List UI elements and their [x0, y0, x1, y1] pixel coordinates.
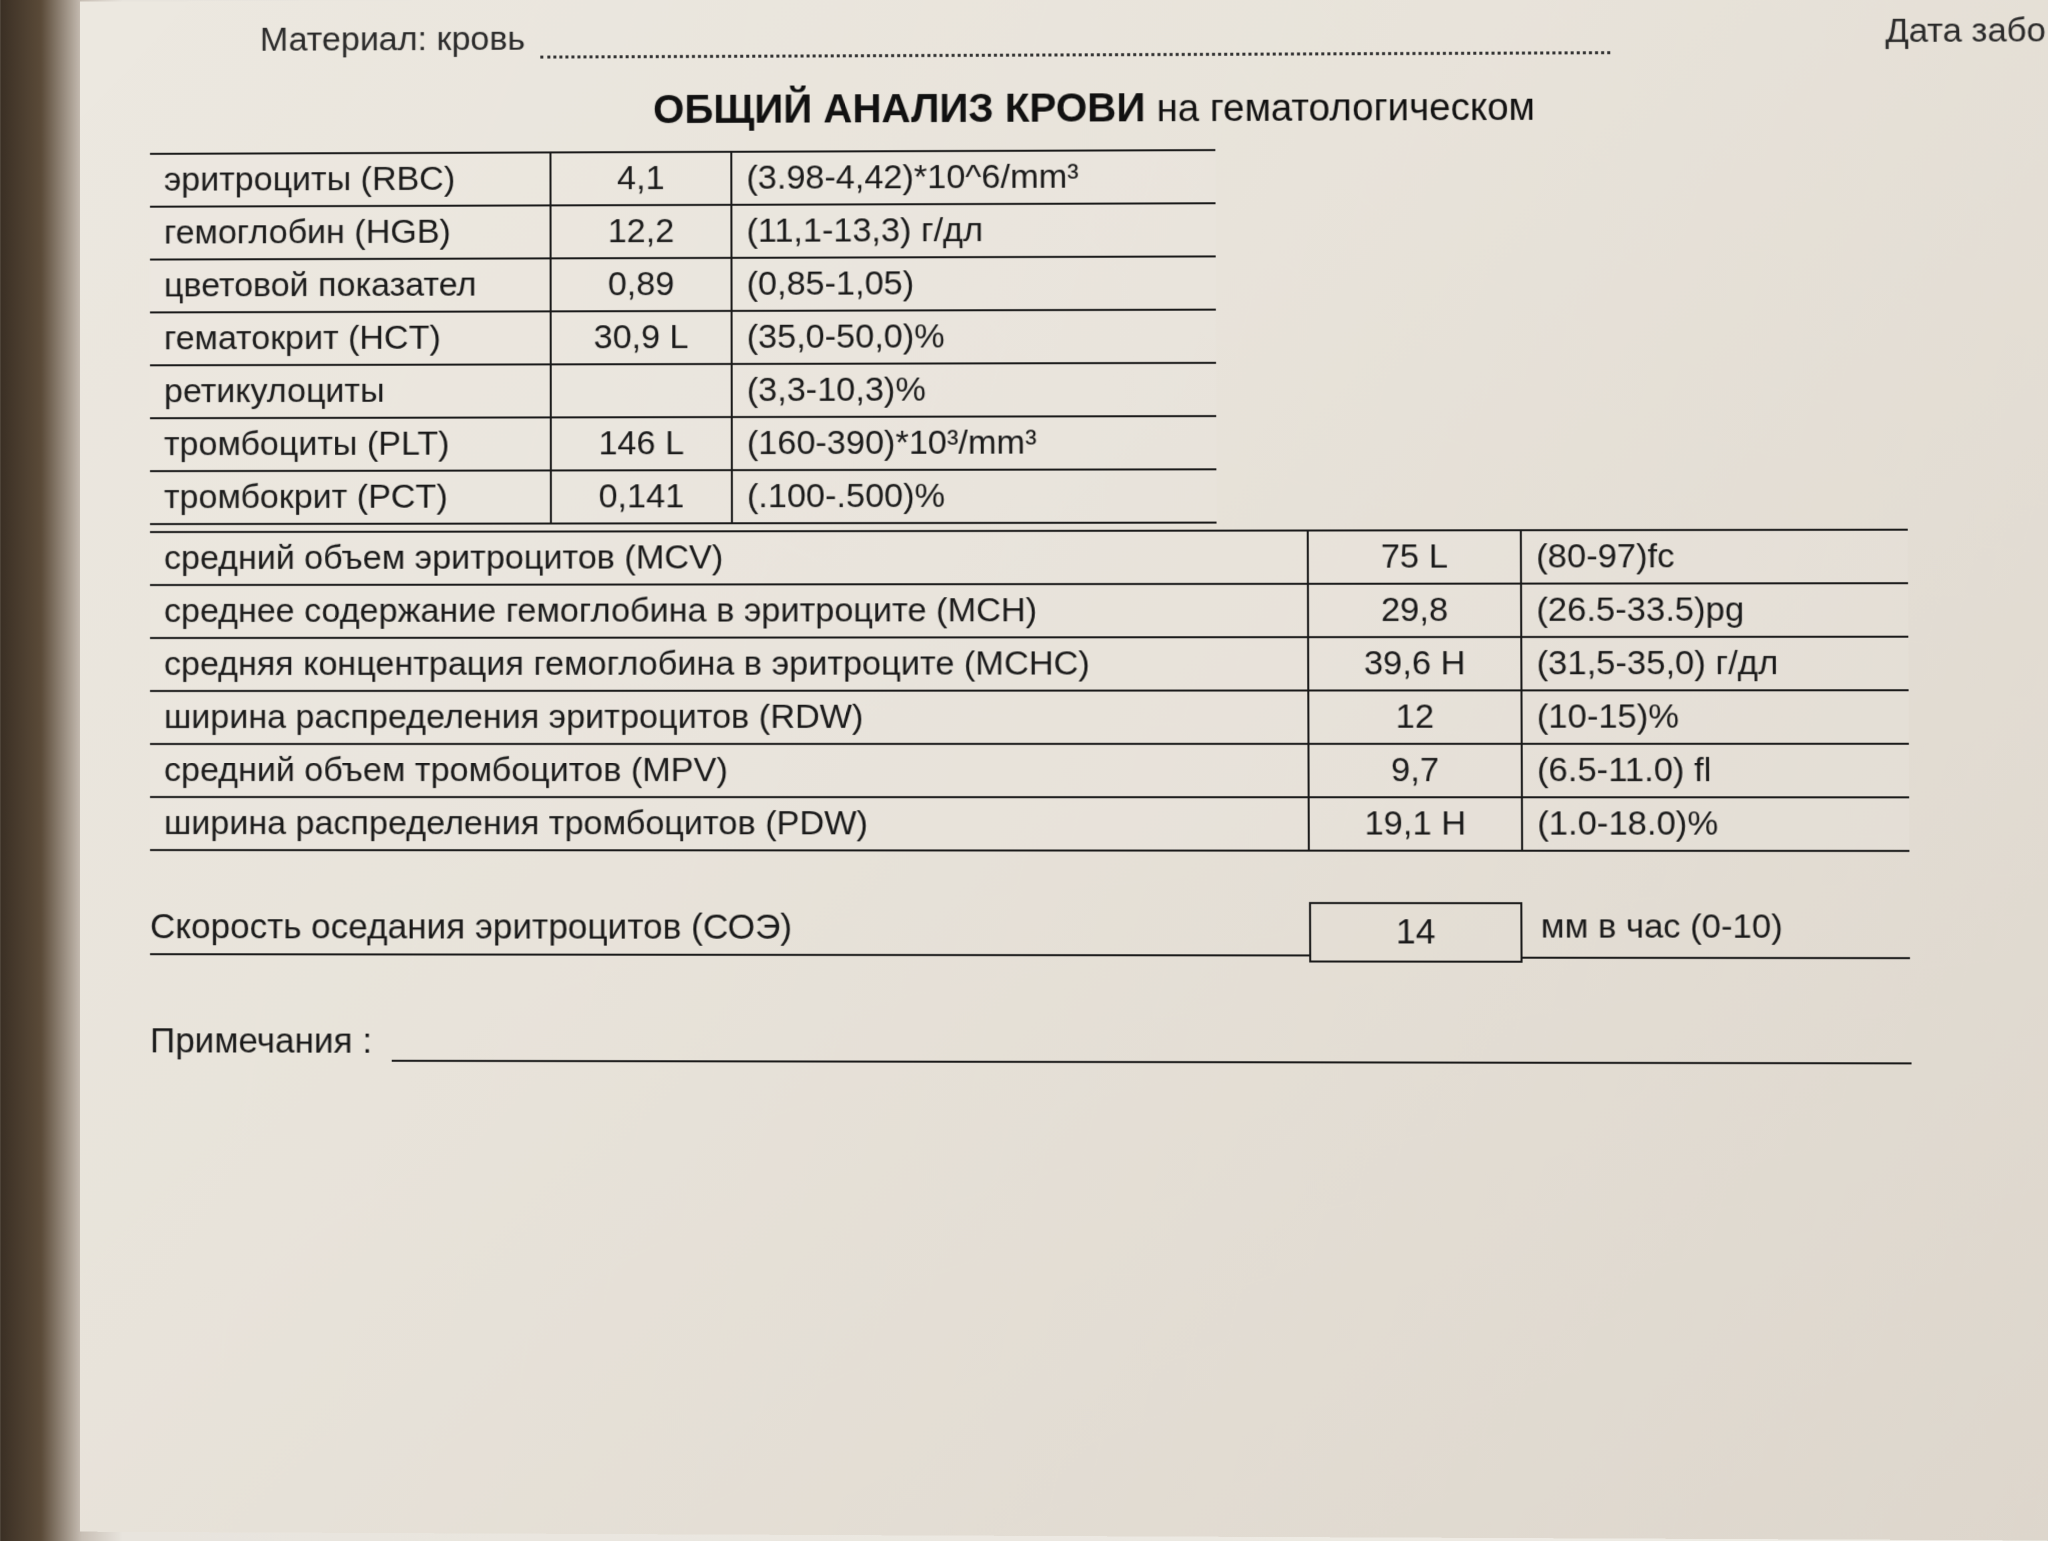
material-line: Материал: кровь	[260, 13, 2048, 60]
table-row: среднее содержание гемоглобина в эритроц…	[150, 583, 1908, 638]
param-name: ширина распределения тромбоцитов (PDW)	[150, 797, 1309, 851]
title-main: ОБЩИЙ АНАЛИЗ КРОВИ	[653, 86, 1145, 132]
param-name: гематокрит (HCT)	[150, 311, 551, 365]
param-ref: (1.0-18.0)%	[1522, 797, 1910, 851]
param-ref: (6.5-11.0) fl	[1522, 744, 1909, 798]
table-row: цветовой показател 0,89 (0,85-1,05)	[150, 256, 1216, 312]
param-name: средняя концентрация гемоглобина в эритр…	[150, 637, 1308, 691]
table-row: средняя концентрация гемоглобина в эритр…	[150, 637, 1909, 691]
esr-row: Скорость оседания эритроцитов (СОЭ) 14 м…	[150, 901, 2048, 963]
param-value: 29,8	[1308, 584, 1521, 638]
param-ref: (31,5-35,0) г/дл	[1521, 637, 1908, 691]
param-ref: (.100-.500)%	[732, 469, 1217, 523]
table-row: тромбоциты (PLT) 146 L (160-390)*10³/mm³	[150, 416, 1216, 471]
param-name: эритроциты (RBC)	[150, 152, 551, 206]
cbc-table-1: эритроциты (RBC) 4,1 (3.98-4,42)*10^6/mm…	[150, 149, 1217, 525]
material-value: кровь	[437, 20, 526, 58]
param-ref: (80-97)fc	[1521, 530, 1908, 584]
notes-label: Примечания :	[150, 1021, 372, 1060]
dotted-underline	[541, 26, 1611, 59]
title-sub: на гематологическом	[1157, 87, 1536, 131]
table-row: средний объем тромбоцитов (MPV) 9,7 (6.5…	[150, 744, 1909, 798]
table-row: ретикулоциты (3,3-10,3)%	[150, 363, 1216, 418]
param-ref: (3,3-10,3)%	[732, 363, 1217, 417]
param-value: 4,1	[550, 152, 731, 206]
param-name: средний объем эритроцитов (MCV)	[150, 531, 1308, 586]
notes-underline	[392, 1036, 1912, 1065]
table-row: тромбокрит (PCT) 0,141 (.100-.500)%	[150, 469, 1217, 524]
material-label: Материал:	[260, 20, 427, 59]
param-name: средний объем тромбоцитов (MPV)	[150, 744, 1309, 797]
param-value: 39,6 H	[1308, 637, 1521, 691]
cbc-table-2: средний объем эритроцитов (MCV) 75 L (80…	[150, 529, 1909, 852]
param-name: тромбоциты (PLT)	[150, 417, 551, 471]
param-name: цветовой показател	[150, 258, 551, 312]
param-name: среднее содержание гемоглобина в эритроц…	[150, 584, 1308, 638]
param-value: 12	[1308, 690, 1521, 743]
param-value: 0,89	[551, 258, 732, 312]
param-ref: (35,0-50,0)%	[732, 310, 1216, 364]
param-ref: (0,85-1,05)	[731, 256, 1215, 310]
param-value: 9,7	[1308, 744, 1521, 797]
param-value: 75 L	[1308, 530, 1521, 584]
esr-label: Скорость оседания эритроцитов (СОЭ)	[150, 907, 1309, 956]
notes-line: Примечания :	[150, 1021, 2048, 1064]
report-title: ОБЩИЙ АНАЛИЗ КРОВИ на гематологическом	[130, 83, 2048, 135]
table-row: гематокрит (HCT) 30,9 L (35,0-50,0)%	[150, 310, 1216, 366]
param-ref: (160-390)*10³/mm³	[732, 416, 1217, 470]
esr-ref: мм в час (0-10)	[1522, 907, 1910, 959]
param-name: тромбокрит (PCT)	[150, 470, 551, 524]
param-name: ретикулоциты	[150, 364, 551, 418]
param-ref: (26.5-33.5)pg	[1521, 583, 1908, 637]
param-value: 146 L	[551, 417, 732, 470]
table-row: ширина распределения тромбоцитов (PDW) 1…	[150, 797, 1909, 851]
param-ref: (10-15)%	[1521, 690, 1908, 744]
table-row: гемоглобин (HGB) 12,2 (11,1-13,3) г/дл	[150, 203, 1216, 259]
param-name: гемоглобин (HGB)	[150, 205, 551, 259]
param-ref: (3.98-4,42)*10^6/mm³	[731, 150, 1215, 205]
param-value: 0,141	[551, 470, 732, 523]
param-value: 30,9 L	[551, 311, 732, 364]
date-label: Дата забо	[1885, 11, 2046, 51]
table-row: средний объем эритроцитов (MCV) 75 L (80…	[150, 530, 1908, 585]
param-ref: (11,1-13,3) г/дл	[731, 203, 1215, 258]
table-row: эритроциты (RBC) 4,1 (3.98-4,42)*10^6/mm…	[150, 150, 1216, 207]
paper-sheet: Материал: кровь Дата забо ОБЩИЙ АНАЛИЗ К…	[80, 0, 2048, 1541]
esr-value: 14	[1309, 902, 1523, 963]
param-value	[551, 364, 732, 417]
param-value: 19,1 H	[1309, 797, 1522, 851]
table-row: ширина распределения эритроцитов (RDW) 1…	[150, 690, 1909, 744]
param-value: 12,2	[551, 205, 732, 259]
param-name: ширина распределения эритроцитов (RDW)	[150, 690, 1308, 744]
